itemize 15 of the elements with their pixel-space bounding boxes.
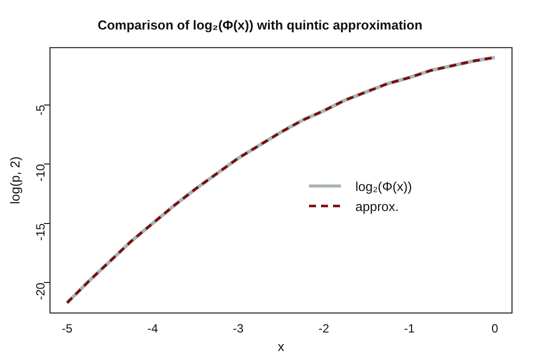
- legend-label: log₂(Φ(x)): [355, 178, 412, 194]
- x-tick-label: -1: [404, 322, 415, 336]
- y-tick-label: -15: [33, 223, 48, 241]
- y-tick-label: -20: [33, 282, 48, 300]
- y-tick-label: -10: [33, 164, 48, 182]
- x-tick-label: 0: [492, 322, 499, 336]
- x-tick-label: -5: [62, 322, 73, 336]
- x-tick-label: -3: [232, 322, 244, 336]
- x-tick-label: -4: [147, 322, 158, 336]
- chart-title: Comparison of log₂(Φ(x)) with quintic approximation: [98, 17, 422, 32]
- x-axis-title: x: [278, 338, 285, 354]
- y-tick-label: -5: [33, 104, 48, 116]
- legend-label: approx.: [355, 198, 399, 214]
- y-axis-title: log(p, 2): [7, 156, 22, 204]
- x-tick-label: -2: [318, 322, 330, 336]
